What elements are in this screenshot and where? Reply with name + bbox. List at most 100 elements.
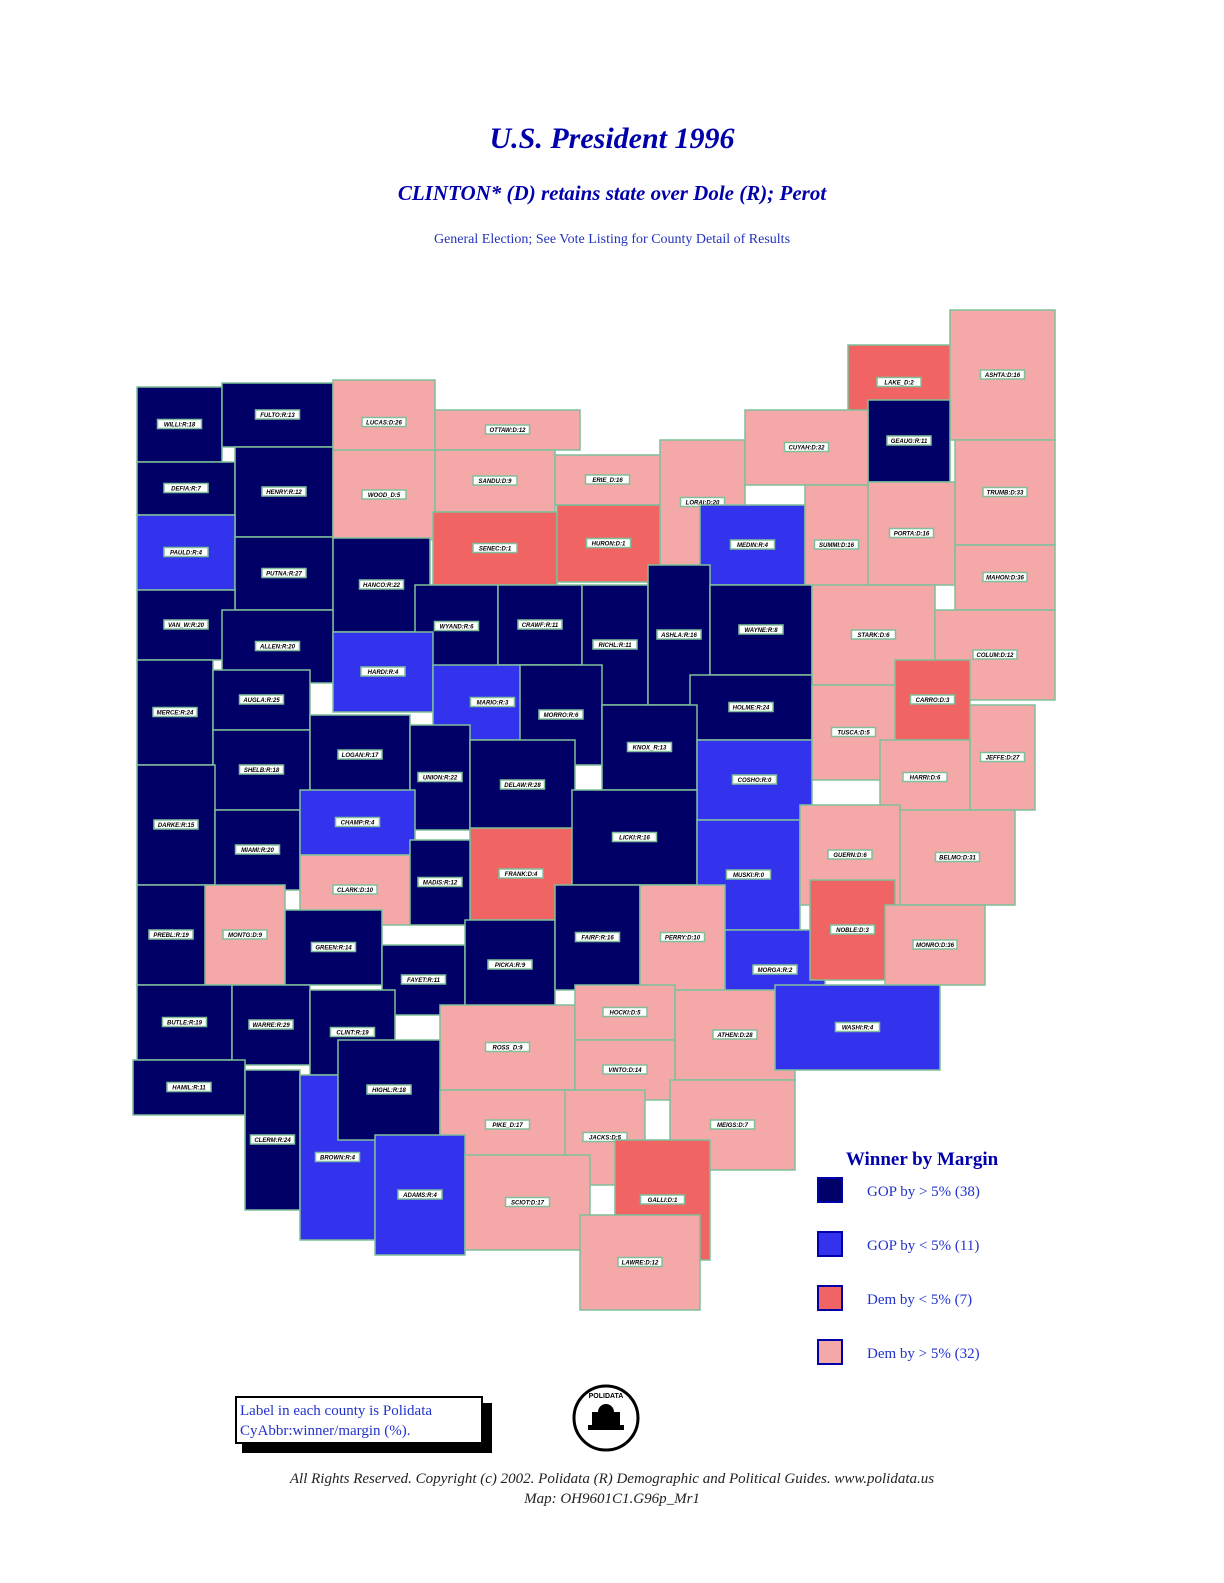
county: MADIS:R:12 xyxy=(409,839,471,926)
county-label: MADIS:R:12 xyxy=(423,881,458,887)
legend-swatch xyxy=(817,1177,843,1203)
subtitle: CLINTON* (D) retains state over Dole (R)… xyxy=(398,181,827,205)
county-label-bg xyxy=(152,706,198,718)
county-label: BUTLE:R:19 xyxy=(167,1021,203,1027)
county: SHELB:R:18 xyxy=(212,729,311,811)
county-label-bg xyxy=(972,649,1018,660)
county-label: VAN_W:R:20 xyxy=(168,623,205,629)
county-label: MIAMI:R:20 xyxy=(241,848,274,854)
county-label: WYAND:R:6 xyxy=(440,625,475,631)
county: WASHI:R:4 xyxy=(774,984,941,1071)
county-label-bg xyxy=(639,1194,686,1205)
county: BUTLE:R:19 xyxy=(136,984,233,1061)
county: MONRO:D:36 xyxy=(884,904,986,986)
county-label-bg xyxy=(902,771,948,783)
county-label: FRANK:D:4 xyxy=(505,872,538,878)
county: HOLME:R:24 xyxy=(689,674,813,741)
county-label-bg xyxy=(538,709,584,720)
county: LAWRE:D:12 xyxy=(579,1214,701,1311)
county-label: CLERM:R:24 xyxy=(254,1138,291,1144)
county-label-bg xyxy=(254,640,301,652)
county: ADAMS:R:4 xyxy=(374,1134,466,1256)
county-label: BELMO:D:31 xyxy=(939,856,976,862)
county-label: CARRO:D:3 xyxy=(916,698,950,704)
county-label-bg xyxy=(738,624,784,635)
legend-title: Winner by Margin xyxy=(846,1149,999,1170)
county-label-bg xyxy=(979,369,1026,380)
county-label-bg xyxy=(729,539,776,550)
legend-swatch xyxy=(817,1231,843,1257)
county-label-bg xyxy=(484,1119,531,1130)
county-label-bg xyxy=(163,619,209,630)
county-label: STARK:D:6 xyxy=(858,633,891,639)
county-label: LOGAN:R:17 xyxy=(342,753,379,759)
county: PORTA:D:16 xyxy=(867,481,956,586)
county-label-bg xyxy=(602,1064,648,1075)
county-label: MONTG:D:9 xyxy=(228,933,263,939)
county-label: CHAMP:R:4 xyxy=(341,821,375,827)
county: MEDIN:R:4 xyxy=(699,504,806,586)
county: HOCKI:D:5 xyxy=(574,984,676,1041)
county-label-bg xyxy=(498,868,544,879)
county: FAYET:R:11 xyxy=(381,944,466,1016)
county-label-bg xyxy=(752,964,798,975)
county-label: TRUMB:D:33 xyxy=(987,491,1024,497)
county-label-bg xyxy=(163,546,209,558)
county-label-bg xyxy=(834,1021,881,1033)
county-label: HARDI:R:4 xyxy=(368,670,399,676)
county-label: BROWN:R:4 xyxy=(320,1156,356,1162)
county: GREEN:R:14 xyxy=(284,909,383,986)
county-label: SHELB:R:18 xyxy=(244,768,280,774)
county-label-bg xyxy=(161,1016,208,1028)
county-label: AUGLA:R:25 xyxy=(242,698,280,704)
county-label: ALLEN:R:20 xyxy=(259,645,296,651)
county-label: RICHL:R:11 xyxy=(599,643,633,649)
county-label: ATHEN:D:28 xyxy=(716,1033,753,1039)
county-label-bg xyxy=(366,1084,412,1095)
county-label-bg xyxy=(731,774,778,785)
county-label-bg xyxy=(361,416,407,428)
county-label: ERIE_D:16 xyxy=(592,478,623,484)
county-label-bg xyxy=(876,376,922,388)
county-label: VINTO:D:14 xyxy=(608,1068,642,1074)
legend-label: GOP by > 5% (38) xyxy=(867,1184,980,1200)
county-label-bg xyxy=(148,929,194,940)
county-label-bg xyxy=(417,771,463,783)
county-label: ADAMS:R:4 xyxy=(402,1193,437,1199)
county-label-bg xyxy=(982,571,1028,583)
county-label-bg xyxy=(310,941,357,953)
county-label: WOOD_D:5 xyxy=(368,493,401,499)
county-label: MONRO:D:36 xyxy=(916,943,955,949)
footer: Map: OH9601C1.G96p_Mr1 xyxy=(523,1491,700,1507)
county: MONTG:D:9 xyxy=(204,884,286,986)
county: AUGLA:R:25 xyxy=(212,669,311,731)
county-label: PICKA:R:9 xyxy=(495,963,526,969)
logo-text: POLIDATA xyxy=(589,1393,624,1400)
county-label-bg xyxy=(238,694,285,705)
county-label: LUCAS:D:26 xyxy=(366,421,402,427)
county-label-bg xyxy=(487,959,533,970)
county-label: HAMIL:R:11 xyxy=(172,1086,206,1092)
county-label: ASHTA:D:16 xyxy=(984,373,1021,379)
county-label-bg xyxy=(888,527,935,539)
county: CLERM:R:24 xyxy=(244,1069,301,1211)
title: U.S. President 1996 xyxy=(489,122,734,155)
county-label-bg xyxy=(709,1119,756,1130)
county-label: MUSKI:R:0 xyxy=(733,873,765,879)
county-label: HARRI:D:6 xyxy=(910,776,941,782)
county-label-bg xyxy=(238,764,285,775)
county: WAYNE:R:8 xyxy=(709,584,813,676)
county-label-bg xyxy=(469,696,516,708)
county: BELMO:D:31 xyxy=(899,809,1016,906)
county: LOGAN:R:17 xyxy=(309,714,411,796)
county: JEFFE:D:27 xyxy=(969,704,1036,811)
county-label-bg xyxy=(334,816,381,828)
county: HAMIL:R:11 xyxy=(132,1059,246,1116)
county-label: MEIGS:D:7 xyxy=(717,1123,749,1129)
county: DELAW:R:28 xyxy=(469,739,576,831)
county-label-bg xyxy=(417,876,463,888)
note-box xyxy=(235,1396,483,1444)
logo-dome xyxy=(588,1404,624,1430)
county: ROSS_D:9 xyxy=(439,1004,576,1091)
county-label-bg xyxy=(934,851,981,863)
